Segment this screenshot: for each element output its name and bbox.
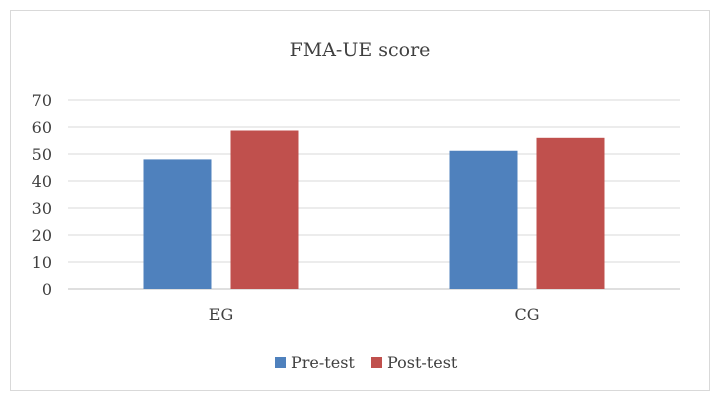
x-axis-tick-labels: EG CG <box>209 305 540 324</box>
legend-swatch-pre-test <box>275 357 286 368</box>
bars <box>143 130 605 289</box>
y-tick-label-20: 20 <box>32 226 52 245</box>
y-tick-label-40: 40 <box>32 172 52 191</box>
legend: Pre-test Post-test <box>275 353 458 372</box>
y-tick-label-30: 30 <box>32 199 52 218</box>
x-tick-label-cg: CG <box>514 305 539 324</box>
bar-cg-pre-test <box>449 150 518 289</box>
bar-eg-pre-test <box>143 159 212 289</box>
bar-cg-post-test <box>536 137 605 289</box>
legend-swatch-post-test <box>371 357 382 368</box>
x-tick-label-eg: EG <box>209 305 233 324</box>
y-tick-label-50: 50 <box>32 145 52 164</box>
chart-title: FMA-UE score <box>290 39 431 61</box>
y-axis-tick-labels: 0 10 20 30 40 50 60 70 <box>32 91 52 299</box>
y-tick-label-10: 10 <box>32 253 52 272</box>
bar-eg-post-test <box>230 130 299 289</box>
y-tick-label-70: 70 <box>32 91 52 110</box>
legend-label-pre-test: Pre-test <box>291 353 355 372</box>
legend-label-post-test: Post-test <box>387 353 458 372</box>
y-tick-label-0: 0 <box>42 280 52 299</box>
y-tick-label-60: 60 <box>32 118 52 137</box>
